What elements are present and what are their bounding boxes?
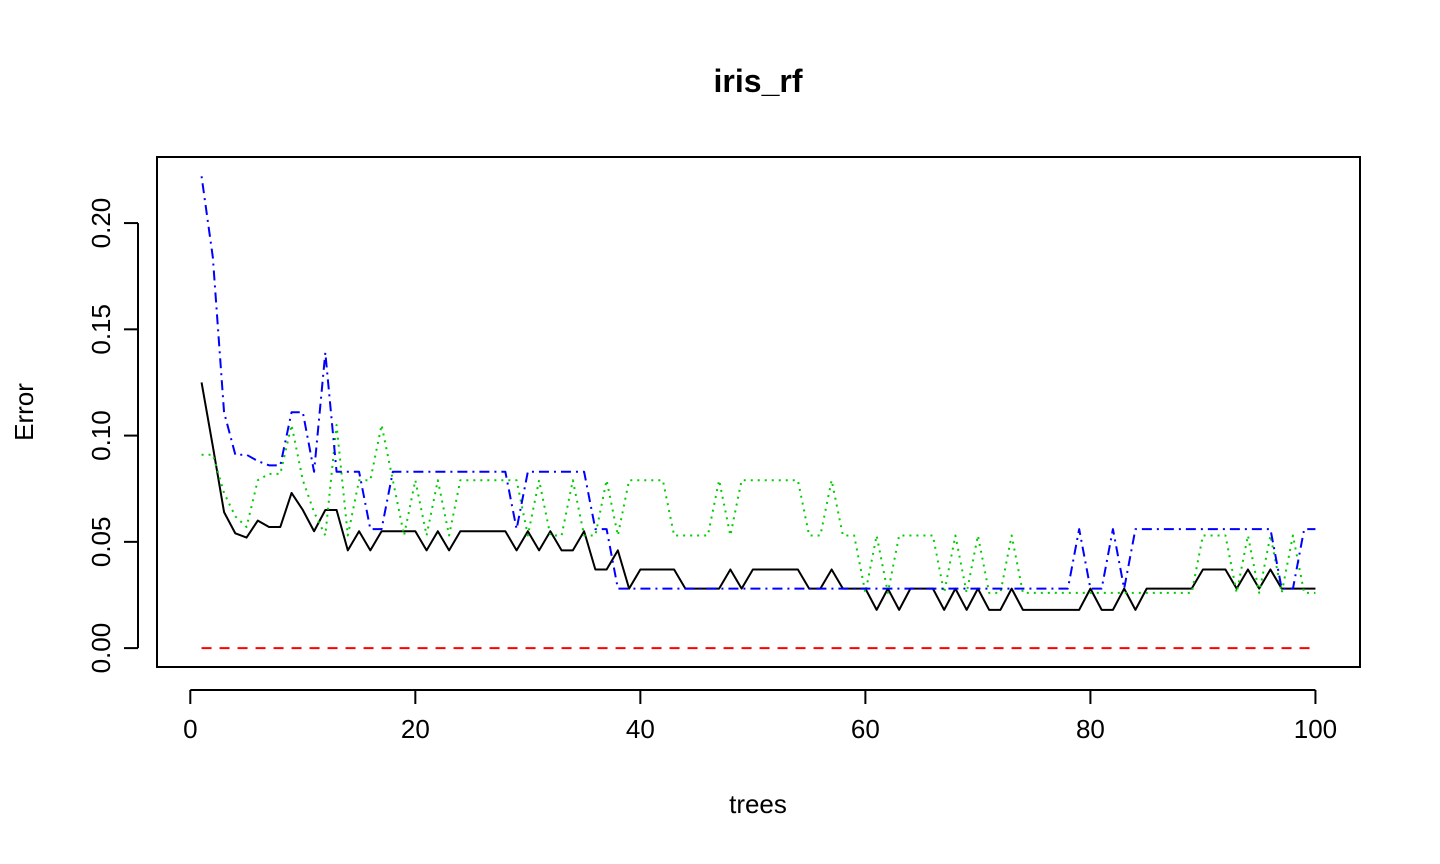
series-line-4 [200, 176, 1316, 590]
y-axis: 0.00 0.05 0.10 0.15 0.20 [86, 198, 139, 674]
y-axis-label: Error [9, 383, 39, 441]
x-tick-label: 80 [1076, 714, 1105, 744]
x-tick-label: 100 [1294, 714, 1337, 744]
x-tick-label: 20 [401, 714, 430, 744]
x-tick-label: 0 [183, 714, 197, 744]
x-tick-label: 60 [851, 714, 880, 744]
chart-title: iris_rf [714, 63, 803, 99]
y-tick-label: 0.00 [86, 623, 116, 674]
y-tick-label: 0.10 [86, 410, 116, 461]
x-axis: 0 20 40 60 80 100 [183, 689, 1337, 744]
series-line-1 [200, 382, 1316, 611]
y-tick-label: 0.20 [86, 198, 116, 249]
plot-frame [156, 156, 1361, 668]
series-line-3 [201, 423, 1316, 594]
series-layer [200, 176, 1316, 650]
y-tick-label: 0.05 [86, 517, 116, 568]
x-axis-label: trees [729, 789, 787, 819]
x-tick-label: 40 [626, 714, 655, 744]
y-tick-label: 0.15 [86, 304, 116, 355]
